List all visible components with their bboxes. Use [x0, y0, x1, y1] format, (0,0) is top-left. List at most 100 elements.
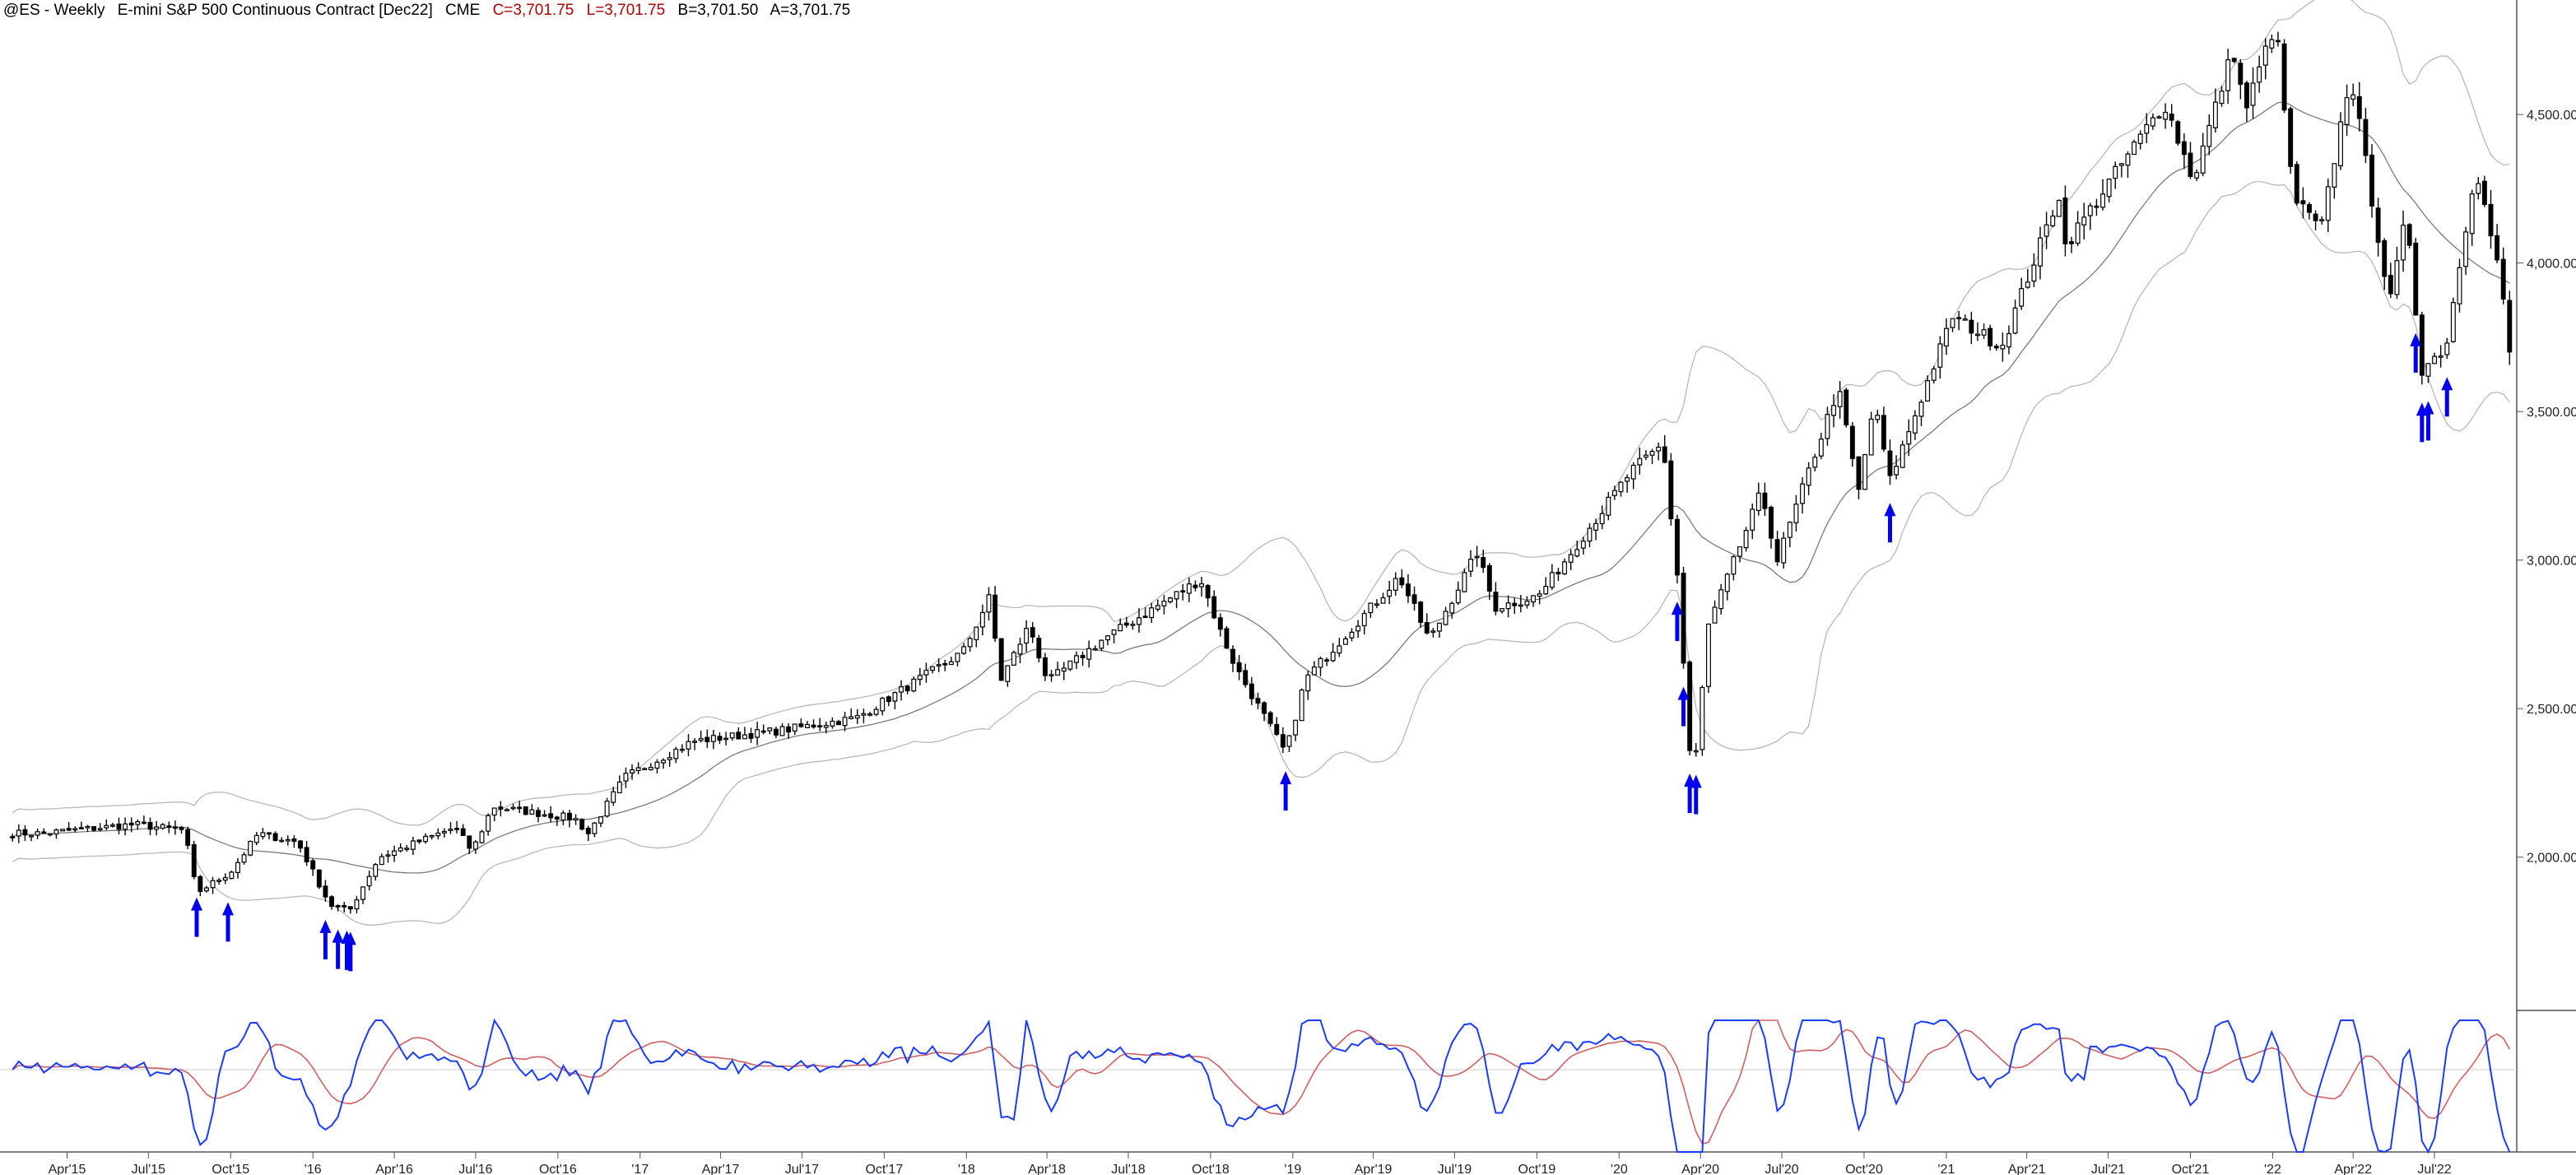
candle-body	[1956, 317, 1962, 320]
candle-body	[2413, 242, 2419, 316]
candle-body	[2444, 342, 2450, 355]
candle-body	[1211, 596, 1217, 619]
candle-body	[1618, 481, 1624, 493]
oscillator-line	[12, 1018, 2511, 1154]
candle-body	[849, 716, 854, 720]
buy-arrow	[1690, 774, 1702, 815]
candle-body	[792, 723, 797, 732]
candle-body	[2375, 207, 2381, 244]
candle-body	[203, 887, 209, 892]
candle-body	[1531, 595, 1537, 603]
candle-body	[1774, 539, 1780, 563]
candle-body	[285, 838, 291, 842]
candle-body	[548, 813, 554, 819]
candle-body	[66, 828, 72, 831]
candle-body	[642, 768, 648, 771]
candle-body	[2219, 91, 2225, 104]
x-tick-label: Apr'19	[1355, 1163, 1393, 1175]
candle-body	[304, 847, 309, 862]
candle-body	[1474, 555, 1480, 559]
candle-body	[354, 899, 360, 910]
candle-body	[2156, 116, 2162, 119]
candle-body	[1988, 327, 1993, 346]
bid-price: B=3,701.50	[677, 2, 759, 19]
candle-body	[1562, 561, 1568, 574]
candle-body	[2257, 66, 2262, 83]
candle-body	[1111, 629, 1117, 635]
candle-body	[335, 905, 341, 908]
candle-body	[2038, 237, 2043, 267]
candle-body	[1512, 602, 1518, 606]
candle-body	[1706, 623, 1711, 687]
x-tick-label: '19	[1284, 1163, 1301, 1175]
x-tick-label: Oct'15	[212, 1163, 249, 1175]
candle-body	[1099, 639, 1104, 649]
candle-body	[686, 741, 691, 750]
candle-body	[1080, 654, 1086, 658]
candle-body	[723, 737, 729, 741]
candle-body	[667, 757, 672, 760]
candle-body	[742, 734, 747, 740]
x-tick-label: Jul'16	[458, 1163, 492, 1175]
candle-body	[1881, 415, 1886, 450]
candle-body	[873, 708, 879, 715]
candle-body	[1493, 592, 1499, 612]
candle-body	[1668, 460, 1674, 520]
x-tick-label: Apr'18	[1028, 1163, 1066, 1175]
candle-body	[1067, 660, 1073, 670]
candle-body	[128, 822, 134, 826]
candle-body	[1943, 327, 1949, 347]
candle-body	[222, 877, 228, 881]
candle-body	[1355, 625, 1361, 632]
candle-body	[1599, 513, 1605, 525]
candle-body	[2006, 332, 2011, 348]
candle-body	[2356, 95, 2362, 119]
candle-body	[1042, 657, 1048, 676]
candle-body	[2275, 39, 2281, 43]
candle-body	[1005, 665, 1011, 682]
exchange-label: CME	[445, 2, 481, 19]
x-tick-label: Oct'17	[865, 1163, 903, 1175]
candle-body	[486, 815, 491, 832]
x-tick-label: '17	[631, 1163, 649, 1175]
x-tick-label: Oct'16	[539, 1163, 577, 1175]
candle-body	[2206, 124, 2212, 147]
candles	[10, 31, 2513, 914]
candle-body	[1643, 454, 1648, 458]
candle-body	[504, 809, 509, 811]
candle-body	[1762, 492, 1768, 509]
candle-body	[2169, 114, 2174, 121]
candle-body	[1361, 612, 1367, 626]
candle-body	[1500, 608, 1504, 612]
candle-body	[1149, 607, 1155, 619]
candle-body	[1387, 589, 1393, 597]
candle-body	[2476, 183, 2481, 194]
candle-body	[2212, 101, 2218, 128]
candle-body	[880, 697, 886, 712]
candle-body	[710, 735, 716, 742]
candle-body	[886, 696, 891, 703]
candle-body	[1887, 450, 1893, 476]
candle-body	[2294, 164, 2299, 204]
candle-body	[1311, 666, 1317, 676]
candle-body	[1555, 571, 1561, 574]
candle-body	[1011, 652, 1016, 666]
candle-body	[2200, 145, 2206, 174]
x-tick-label: '18	[958, 1163, 975, 1175]
candle-body	[692, 741, 698, 743]
candle-body	[598, 816, 603, 824]
candle-body	[2113, 165, 2118, 179]
candle-body	[811, 724, 816, 728]
candle-body	[2056, 200, 2062, 217]
candle-body	[573, 818, 579, 821]
candle-body	[1549, 572, 1555, 588]
y-tick-label: 4,000.00	[2527, 258, 2576, 272]
candle-body	[2144, 123, 2150, 134]
candle-body	[523, 806, 528, 815]
candle-body	[2188, 152, 2193, 178]
y-tick-label: 4,500.00	[2527, 109, 2576, 123]
candle-body	[467, 835, 472, 849]
candle-body	[704, 736, 710, 743]
candle-body	[1118, 624, 1123, 632]
